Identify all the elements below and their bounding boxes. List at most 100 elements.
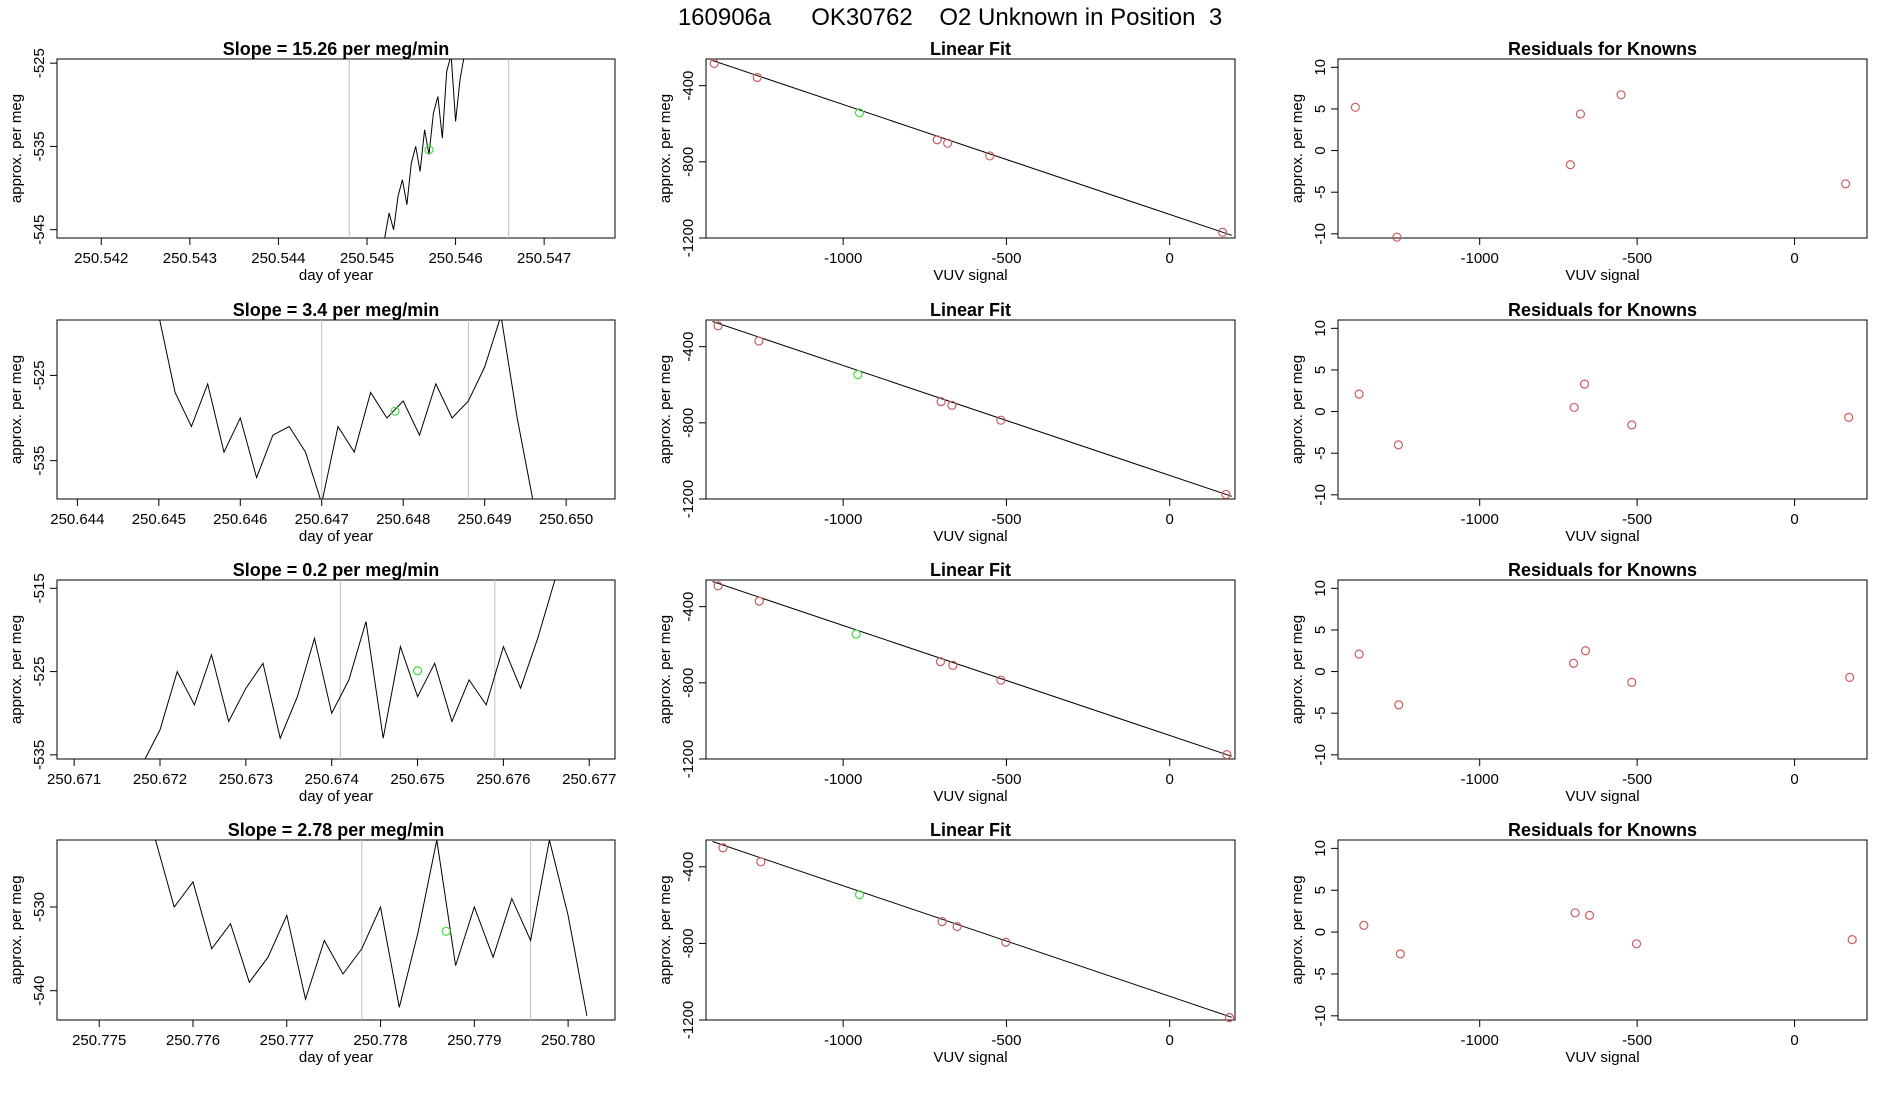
known-point [1570,908,1580,918]
known-point [713,321,723,331]
y-axis-label: approx. per meg [8,355,25,464]
unknown-point [854,108,865,118]
y-tick-label: -400 [680,71,697,101]
y-tick-label: -1200 [680,219,697,257]
y-tick-label: -5 [1312,186,1329,199]
chart-title: Linear Fit [930,39,1011,59]
known-point [1584,910,1595,920]
known-point [754,596,764,606]
x-tick-label: 250.674 [305,771,359,788]
y-axis-label: approx. per meg [657,615,674,724]
known-point [1222,750,1232,760]
x-tick-label: 250.775 [72,1032,126,1049]
chart-title: Residuals for Knowns [1508,300,1697,320]
x-tick-label: -500 [1622,511,1652,528]
known-point [996,675,1006,685]
known-point [1579,379,1590,389]
x-tick-label: 250.544 [251,250,305,267]
x-tick-label: 250.543 [163,250,217,267]
y-tick-label: 5 [1312,626,1329,634]
known-point [932,135,942,145]
x-axis-label: VUV signal [933,267,1007,284]
x-tick-label: 250.542 [74,250,128,267]
x-tick-label: 250.647 [295,511,349,528]
plot-frame [705,839,1236,1021]
known-point [1631,939,1642,949]
y-tick-label: 10 [1312,320,1329,337]
unknown-point [853,370,863,380]
x-tick-label: 250.779 [447,1032,501,1049]
y-tick-label: -525 [31,48,48,78]
plot-frame [705,579,1236,760]
y-tick-label: -515 [31,573,48,603]
y-tick-label: -10 [1312,1005,1329,1027]
known-point [1565,160,1575,170]
x-tick-label: 250.780 [541,1032,595,1049]
x-axis-label: day of year [299,788,373,805]
unknown-point [441,926,451,936]
known-point [1221,489,1231,500]
x-tick-label: 250.675 [390,771,444,788]
plot-frame [705,319,1236,500]
known-point [1627,677,1637,688]
known-point [1350,102,1360,112]
y-axis-label: approx. per meg [1289,355,1306,464]
known-point [1627,420,1637,430]
x-tick-label: -500 [1622,771,1652,788]
known-point [756,857,766,867]
x-tick-label: 250.648 [376,511,430,528]
x-tick-label: 250.673 [219,771,273,788]
y-tick-label: 10 [1312,580,1329,597]
plot-frame [56,839,616,1021]
x-tick-label: 0 [1790,511,1798,528]
y-tick-label: -400 [680,852,697,882]
fit-line [712,581,1232,757]
unknown-point [424,145,434,155]
chart-title: Linear Fit [930,300,1011,320]
chart-title: Slope = 15.26 per meg/min [223,39,450,59]
x-tick-label: 250.677 [562,771,616,788]
known-point [718,843,728,853]
known-point [1844,412,1854,423]
x-tick-label: -500 [991,771,1021,788]
x-tick-label: 250.777 [260,1032,314,1049]
y-tick-label: -1200 [680,1001,697,1039]
chart-title: Slope = 0.2 per meg/min [233,560,440,580]
x-tick-label: 250.645 [132,511,186,528]
y-tick-label: -800 [680,668,697,698]
known-point [1354,389,1364,399]
x-tick-label: 250.676 [476,771,530,788]
x-tick-label: 250.776 [166,1032,220,1049]
x-tick-label: 250.545 [340,250,394,267]
plot-frame [1337,579,1868,760]
known-point [1845,672,1855,683]
chart-title: Linear Fit [930,820,1011,840]
fit-line [712,841,1232,1018]
y-tick-label: -535 [31,446,48,476]
x-tick-label: -500 [991,511,1021,528]
y-tick-label: 5 [1312,886,1329,894]
x-axis-label: day of year [299,267,373,284]
y-axis-label: approx. per meg [657,94,674,203]
known-point [1395,949,1405,959]
chart-title: Residuals for Knowns [1508,39,1697,59]
plot-frame [705,58,1236,239]
known-point [1392,232,1402,242]
x-tick-label: -500 [1622,250,1652,267]
y-axis-label: approx. per meg [657,875,674,984]
x-tick-label: -1000 [1461,1032,1499,1049]
known-point [713,581,723,591]
y-tick-label: -800 [680,147,697,177]
y-tick-label: -1200 [680,740,697,778]
series-line [155,840,588,1016]
x-tick-label: 250.672 [133,771,187,788]
plot-frame [56,319,616,500]
x-tick-label: 250.646 [213,511,267,528]
x-tick-label: -1000 [824,771,862,788]
x-tick-label: 250.650 [539,511,593,528]
known-point [948,660,958,670]
unknown-point [851,629,861,639]
known-point [996,415,1006,425]
x-tick-label: 250.644 [50,511,104,528]
